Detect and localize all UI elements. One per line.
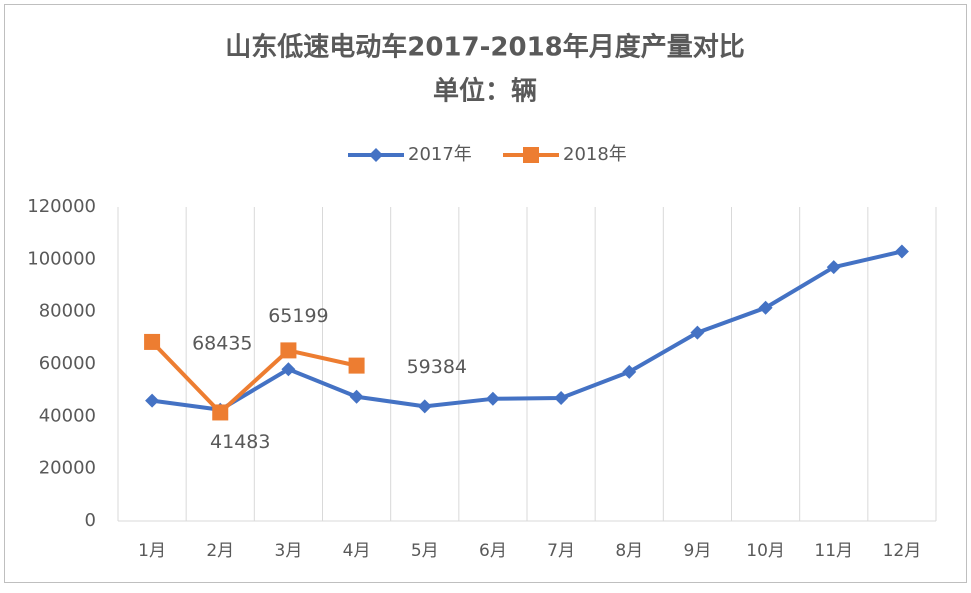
x-tick-label: 4月	[343, 541, 371, 561]
x-tick-label: 3月	[275, 541, 303, 561]
y-tick-label: 40000	[39, 405, 96, 426]
y-tick-label: 80000	[39, 301, 96, 322]
marker	[826, 260, 841, 275]
marker	[349, 389, 364, 404]
marker	[348, 357, 365, 374]
chart-subtitle: 单位：辆	[433, 76, 537, 107]
data-label: 59384	[407, 356, 467, 378]
marker	[280, 342, 297, 359]
series-line	[151, 249, 903, 412]
marker	[690, 325, 705, 340]
y-tick-label: 20000	[39, 458, 96, 479]
x-tick-label: 5月	[411, 541, 439, 561]
chart-title: 山东低速电动车2017-2018年月度产量对比	[225, 32, 745, 63]
data-label: 68435	[192, 332, 252, 354]
series-line	[150, 340, 358, 415]
marker	[894, 244, 909, 259]
marker	[622, 364, 637, 379]
marker	[417, 399, 432, 414]
marker	[369, 148, 383, 162]
y-tick-label: 0	[85, 510, 96, 531]
x-tick-label: 1月	[138, 541, 166, 561]
x-tick-label: 7月	[547, 541, 575, 561]
marker	[485, 391, 500, 406]
x-tick-label: 11月	[814, 541, 853, 561]
chart-border	[4, 4, 967, 583]
y-tick-label: 120000	[27, 196, 96, 217]
marker	[758, 300, 773, 315]
marker	[144, 333, 161, 350]
y-tick-label: 60000	[39, 353, 96, 374]
x-tick-label: 2月	[206, 541, 234, 561]
x-tick-label: 10月	[746, 541, 785, 561]
marker	[212, 404, 229, 421]
x-tick-label: 6月	[479, 541, 507, 561]
data-label: 41483	[210, 431, 270, 453]
x-tick-label: 9月	[684, 541, 712, 561]
legend-label: 2018年	[563, 144, 627, 165]
y-tick-label: 100000	[27, 248, 96, 269]
marker	[554, 391, 569, 406]
legend-label: 2017年	[408, 144, 472, 165]
data-label: 65199	[268, 305, 328, 327]
marker	[523, 147, 539, 163]
x-tick-label: 12月	[883, 541, 922, 561]
marker	[281, 362, 296, 377]
marker	[145, 393, 160, 408]
x-tick-label: 8月	[615, 541, 643, 561]
